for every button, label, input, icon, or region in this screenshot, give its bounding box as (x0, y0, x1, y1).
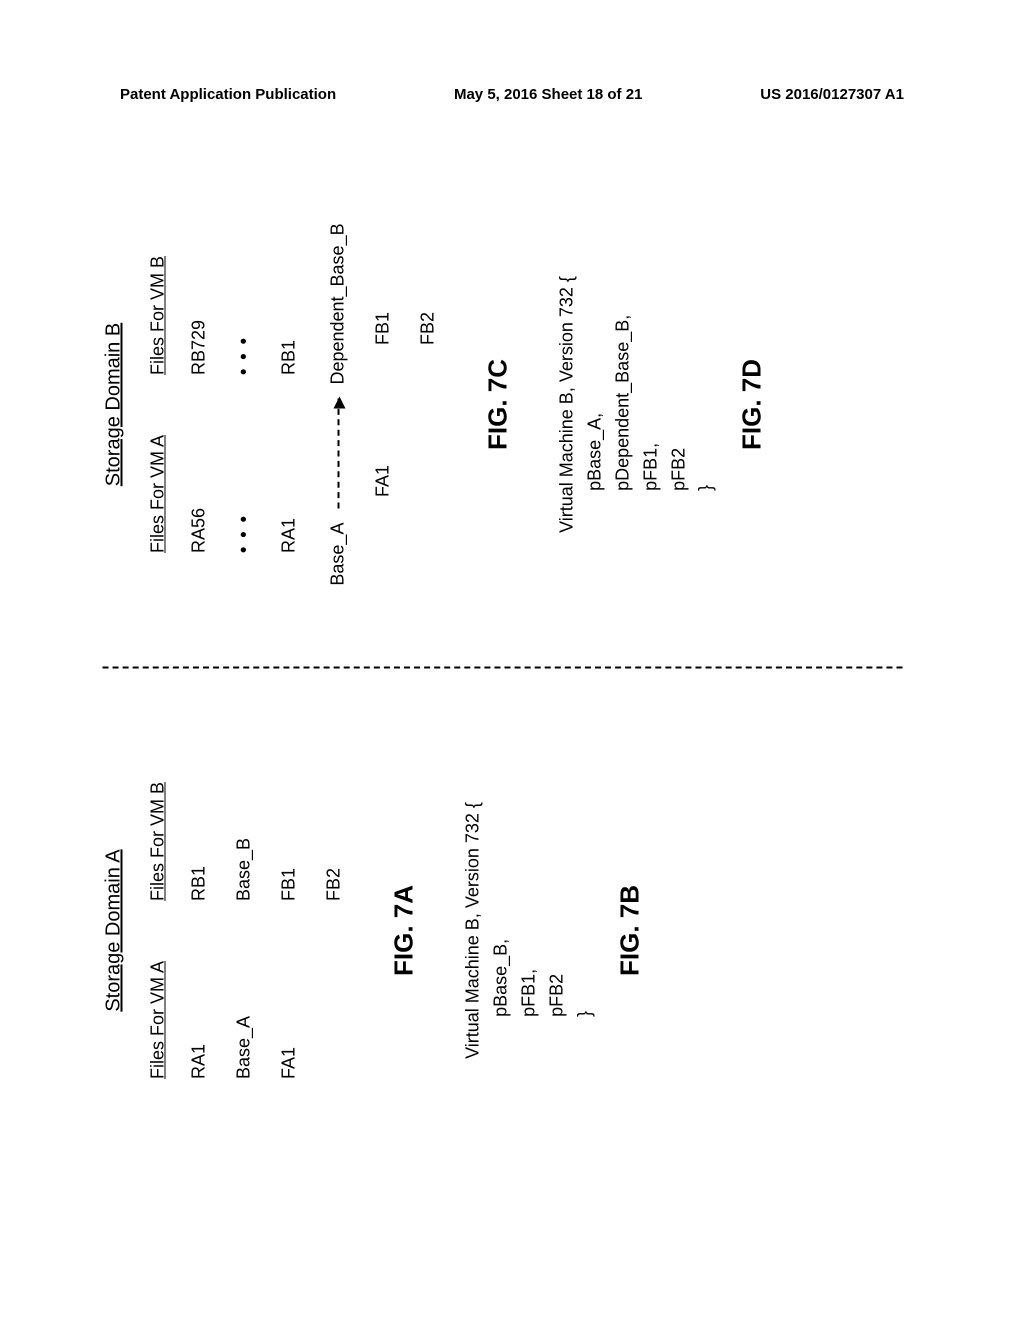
dashed-arrow-icon (337, 399, 339, 509)
base-target: Dependent_Base_B (328, 223, 349, 384)
col-header: Files For VM B (148, 782, 169, 901)
figure-label-7b: FIG. 7B (615, 885, 646, 976)
code-line: pFB2 (543, 802, 571, 1059)
file-cell: Base_B (234, 838, 255, 901)
code-close: } (693, 276, 721, 533)
code-line: pFB2 (665, 276, 693, 533)
vm-definition-left: Virtual Machine B, Version 732 { pBase_B… (460, 802, 599, 1059)
panel-divider (103, 667, 903, 669)
code-close: } (571, 802, 599, 1059)
vertical-ellipsis-icon: • • • (234, 336, 255, 375)
col-header: Files For VM B (148, 256, 169, 375)
header-right: US 2016/0127307 A1 (760, 86, 904, 103)
figure-label-7c: FIG. 7C (483, 359, 514, 450)
code-line: pDependent_Base_B, (609, 276, 637, 533)
base-dependency-row: Base_A Dependent_Base_B (328, 223, 349, 585)
left-panel: Storage Domain A Files For VM A RA1 Base… (103, 669, 903, 1193)
col-vm-b-right: Files For VM B RB729 • • • RB1 (148, 256, 324, 375)
file-cell: Base_A (234, 1016, 255, 1079)
file-cell: FA1 (279, 1047, 300, 1079)
file-cell: FB1 (373, 312, 394, 345)
figure-label-7a: FIG. 7A (389, 885, 420, 976)
file-columns-b-lower: FA1 FB1 FB2 (373, 312, 463, 497)
file-cell: RA1 (279, 518, 300, 553)
figure-area: Storage Domain A Files For VM A RA1 Base… (0, 263, 1024, 1078)
header-center: May 5, 2016 Sheet 18 of 21 (454, 86, 642, 103)
code-line: pFB1, (637, 276, 665, 533)
file-cell: RB729 (189, 320, 210, 375)
vm-definition-right: Virtual Machine B, Version 732 { pBase_A… (554, 276, 721, 533)
figure-label-7d: FIG. 7D (737, 359, 768, 450)
file-cell: RB1 (279, 340, 300, 375)
domain-title-a: Storage Domain A (103, 849, 126, 1011)
file-cell: RA1 (189, 1044, 210, 1079)
col-vm-b-right-lower: FB1 FB2 (373, 312, 463, 345)
file-cell: FA1 (373, 465, 394, 497)
file-cell: RA56 (189, 508, 210, 553)
file-cell: FB1 (279, 868, 300, 901)
code-line: pBase_A, (581, 276, 609, 533)
vertical-ellipsis-icon: • • • (234, 514, 255, 553)
right-panel: Storage Domain B Files For VM A RA56 • •… (103, 143, 903, 667)
page-header: Patent Application Publication May 5, 20… (120, 86, 904, 103)
base-source: Base_A (328, 523, 349, 586)
domain-title-b: Storage Domain B (103, 323, 126, 486)
code-line: pBase_B, (487, 802, 515, 1059)
file-cell: FB2 (418, 312, 439, 345)
col-vm-a-right-lower: FA1 (373, 465, 463, 497)
col-header: Files For VM A (148, 435, 169, 553)
col-header: Files For VM A (148, 961, 169, 1079)
col-vm-b-left: Files For VM B RB1 Base_B FB1 FB2 (148, 782, 369, 901)
col-vm-a-left: Files For VM A RA1 Base_A FA1 (148, 961, 369, 1079)
col-vm-a-right: Files For VM A RA56 • • • RA1 (148, 435, 324, 553)
header-left: Patent Application Publication (120, 86, 336, 103)
file-columns-a: Files For VM A RA1 Base_A FA1 Files For … (148, 782, 369, 1079)
file-cell: RB1 (189, 866, 210, 901)
file-columns-b: Files For VM A RA56 • • • RA1 Files For … (148, 256, 324, 553)
figure-inner: Storage Domain A Files For VM A RA1 Base… (103, 143, 903, 1193)
code-line: pFB1, (515, 802, 543, 1059)
code-title: Virtual Machine B, Version 732 { (554, 276, 582, 533)
file-cell: FB2 (324, 868, 345, 901)
code-title: Virtual Machine B, Version 732 { (460, 802, 488, 1059)
